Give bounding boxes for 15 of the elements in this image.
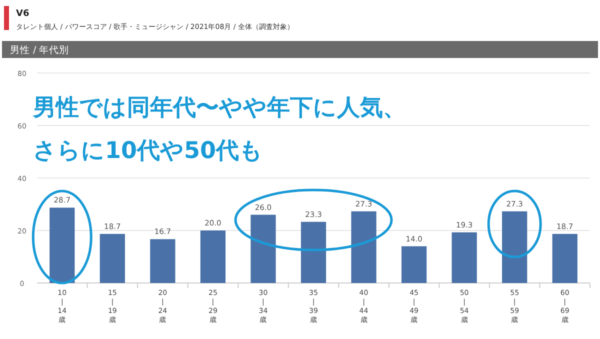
bar (401, 246, 427, 283)
bar (351, 211, 376, 283)
bar (502, 211, 528, 283)
chart-title: V6 (16, 9, 30, 19)
bar (100, 234, 125, 283)
bar (300, 222, 326, 283)
bar (50, 208, 75, 283)
bar (200, 230, 226, 283)
annotation: 男性では同年代〜やや年下に人気、 (32, 95, 406, 121)
bar (150, 239, 176, 283)
bar (552, 234, 578, 283)
annotation: さらに10代や50代も (33, 138, 264, 164)
text: 男性 / 年代別 (10, 44, 70, 56)
bar (452, 232, 477, 283)
bar (250, 214, 276, 283)
